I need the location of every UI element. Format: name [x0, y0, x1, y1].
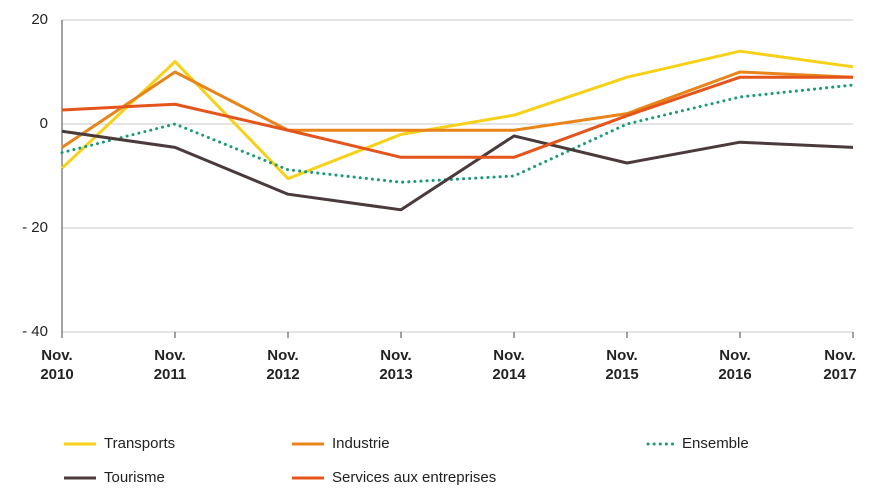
y-tick-label: - 40	[22, 323, 48, 340]
y-tick-label: - 20	[22, 219, 48, 236]
legend-label: Ensemble	[682, 435, 749, 452]
legend-label: Services aux entreprises	[332, 469, 496, 486]
series-line	[61, 70, 854, 149]
series-line	[61, 129, 854, 212]
x-tick-label: Nov. 2015	[605, 347, 639, 383]
y-tick-label: 0	[40, 115, 48, 132]
x-tick-label: Nov. 2016	[718, 347, 752, 383]
x-tick-label: Nov. 2011	[153, 347, 187, 383]
x-tick-label: Nov. 2012	[266, 347, 300, 383]
legend-label: Tourisme	[104, 469, 165, 486]
x-tick-label: Nov. 2010	[40, 347, 74, 383]
y-tick-label: 20	[31, 11, 48, 28]
x-tick-label: Nov. 2017	[823, 347, 857, 383]
x-tick-label: Nov. 2013	[379, 347, 413, 383]
legend-label: Transports	[104, 435, 175, 452]
series-line	[61, 75, 853, 159]
series-line	[60, 83, 855, 184]
x-tick-label: Nov. 2014	[492, 347, 526, 383]
series-line	[60, 49, 854, 181]
legend-label: Industrie	[332, 435, 390, 452]
